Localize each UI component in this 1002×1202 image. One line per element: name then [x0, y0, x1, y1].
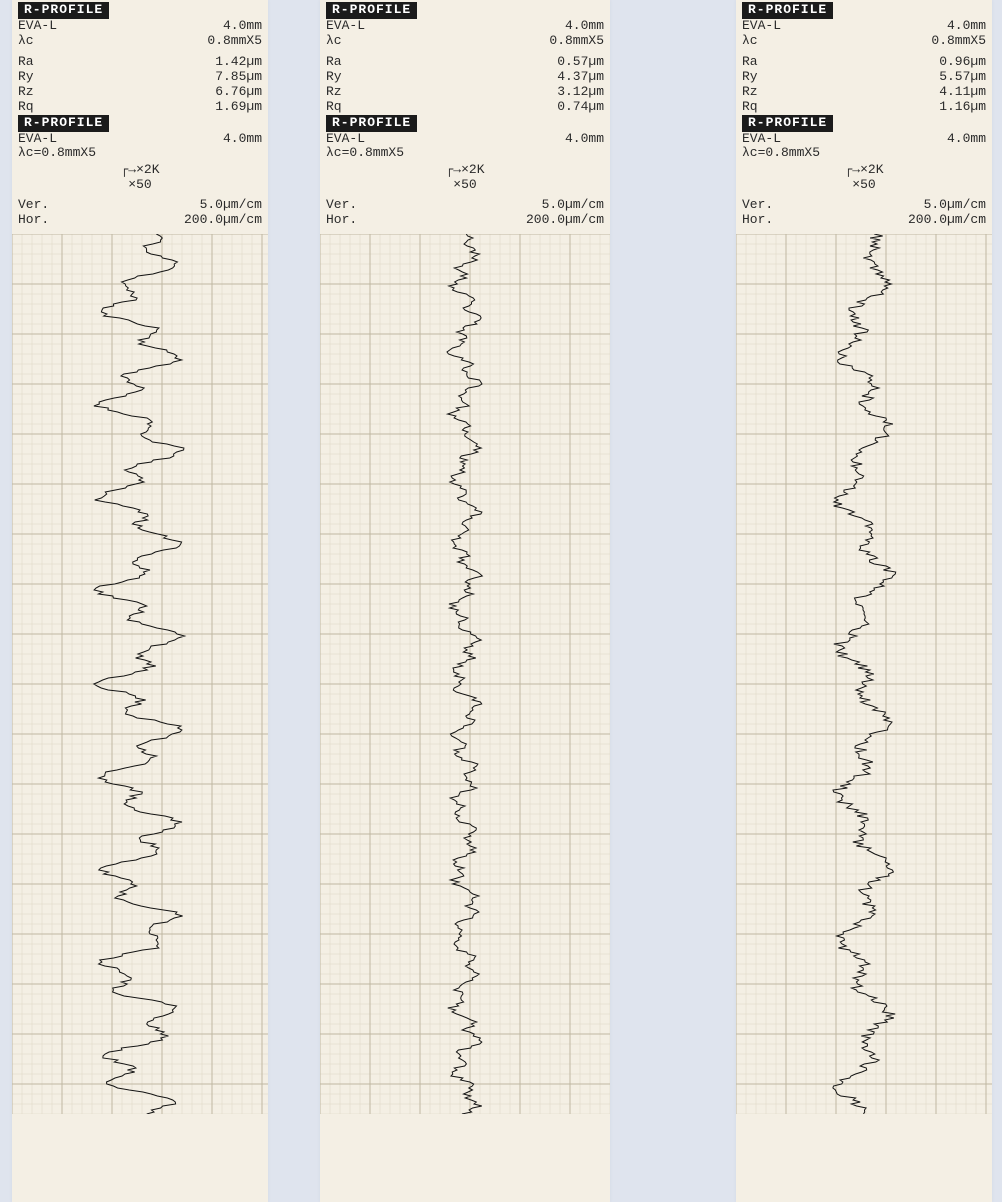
eva-label: EVA-L: [18, 19, 72, 34]
lambda-value: 0.8mmX5: [931, 34, 986, 49]
scale-y: ×50: [326, 178, 604, 192]
profile-badge: R-PROFILE: [742, 115, 833, 132]
lambda-value: 0.8mmX5: [549, 34, 604, 49]
eva-label: EVA-L: [326, 132, 380, 147]
eva-value: 4.0mm: [565, 132, 604, 147]
scale-x-arrow-icon: ┌→×2K: [742, 163, 986, 177]
eva-value: 4.0mm: [947, 132, 986, 147]
page: R-PROFILE EVA-L4.0mm λc0.8mmX5 Ra1.42µm …: [0, 0, 1002, 1202]
roughness-value: 0.74µm: [557, 100, 604, 115]
eva-value: 4.0mm: [223, 132, 262, 147]
strip-header: R-PROFILE EVA-L4.0mm λc0.8mmX5 Ra0.57µm …: [320, 0, 610, 228]
hor-label: Hor.: [326, 213, 380, 228]
eva-label: EVA-L: [742, 132, 796, 147]
eva-value: 4.0mm: [947, 19, 986, 34]
profile-strip: R-PROFILE EVA-L4.0mm λc0.8mmX5 Ra0.57µm …: [320, 0, 610, 1202]
scale-x-arrow-icon: ┌→×2K: [18, 163, 262, 177]
lambda-eq: λc=0.8mmX5: [326, 146, 604, 161]
roughness-label: Ra: [742, 55, 796, 70]
roughness-label: Rz: [18, 85, 72, 100]
eva-label: EVA-L: [18, 132, 72, 147]
strip-header: R-PROFILE EVA-L4.0mm λc0.8mmX5 Ra1.42µm …: [12, 0, 268, 228]
profile-badge: R-PROFILE: [742, 2, 833, 19]
roughness-value: 1.42µm: [215, 55, 262, 70]
eva-label: EVA-L: [326, 19, 380, 34]
profile-chart: [12, 234, 268, 1114]
roughness-label: Ra: [18, 55, 72, 70]
scale-x-arrow-icon: ┌→×2K: [326, 163, 604, 177]
profile-chart: [736, 234, 992, 1114]
profile-badge: R-PROFILE: [18, 115, 109, 132]
ver-value: 5.0µm/cm: [200, 198, 262, 213]
scale-y: ×50: [18, 178, 262, 192]
roughness-value: 6.76µm: [215, 85, 262, 100]
lambda-label: λc: [742, 34, 796, 49]
roughness-value: 1.16µm: [939, 100, 986, 115]
profile-badge: R-PROFILE: [326, 115, 417, 132]
roughness-value: 4.37µm: [557, 70, 604, 85]
roughness-label: Ra: [326, 55, 380, 70]
lambda-label: λc: [326, 34, 380, 49]
profile-strip: R-PROFILE EVA-L4.0mm λc0.8mmX5 Ra1.42µm …: [12, 0, 268, 1202]
roughness-value: 5.57µm: [939, 70, 986, 85]
profile-strip: R-PROFILE EVA-L4.0mm λc0.8mmX5 Ra0.96µm …: [736, 0, 992, 1202]
roughness-label: Ry: [326, 70, 380, 85]
profile-badge: R-PROFILE: [18, 2, 109, 19]
roughness-value: 7.85µm: [215, 70, 262, 85]
ver-label: Ver.: [742, 198, 796, 213]
roughness-label: Rz: [326, 85, 380, 100]
scale-y: ×50: [742, 178, 986, 192]
profile-chart: [320, 234, 610, 1114]
hor-value: 200.0µm/cm: [908, 213, 986, 228]
hor-value: 200.0µm/cm: [526, 213, 604, 228]
roughness-value: 4.11µm: [939, 85, 986, 100]
hor-label: Hor.: [742, 213, 796, 228]
roughness-label: Rz: [742, 85, 796, 100]
roughness-label: Ry: [742, 70, 796, 85]
lambda-eq: λc=0.8mmX5: [742, 146, 986, 161]
roughness-label: Rq: [326, 100, 380, 115]
strip-header: R-PROFILE EVA-L4.0mm λc0.8mmX5 Ra0.96µm …: [736, 0, 992, 228]
eva-label: EVA-L: [742, 19, 796, 34]
roughness-label: Ry: [18, 70, 72, 85]
roughness-value: 3.12µm: [557, 85, 604, 100]
eva-value: 4.0mm: [565, 19, 604, 34]
profile-badge: R-PROFILE: [326, 2, 417, 19]
lambda-label: λc: [18, 34, 72, 49]
ver-label: Ver.: [326, 198, 380, 213]
ver-value: 5.0µm/cm: [924, 198, 986, 213]
roughness-value: 1.69µm: [215, 100, 262, 115]
hor-label: Hor.: [18, 213, 72, 228]
ver-label: Ver.: [18, 198, 72, 213]
lambda-eq: λc=0.8mmX5: [18, 146, 262, 161]
roughness-label: Rq: [18, 100, 72, 115]
roughness-value: 0.57µm: [557, 55, 604, 70]
lambda-value: 0.8mmX5: [207, 34, 262, 49]
hor-value: 200.0µm/cm: [184, 213, 262, 228]
roughness-label: Rq: [742, 100, 796, 115]
ver-value: 5.0µm/cm: [542, 198, 604, 213]
eva-value: 4.0mm: [223, 19, 262, 34]
roughness-value: 0.96µm: [939, 55, 986, 70]
